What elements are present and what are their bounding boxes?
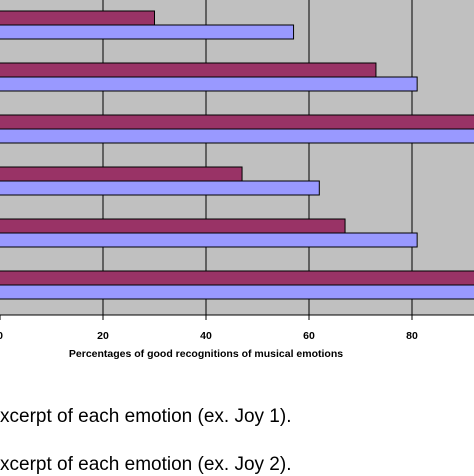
bar-series-2-group-2 — [0, 76, 418, 92]
bar-series-1-group-5 — [0, 218, 346, 234]
x-ticks — [0, 315, 413, 320]
bar-series-2-group-3 — [0, 128, 474, 144]
x-tick-label: 0 — [0, 330, 3, 342]
gridlines — [102, 0, 413, 315]
x-tick-labels: 020406080100 — [0, 330, 418, 342]
bar-series-2-group-1 — [0, 24, 295, 40]
bar-series-1-group-2 — [0, 62, 377, 78]
bar-series-1-group-4 — [0, 166, 243, 182]
bar-series-2-group-5 — [0, 232, 418, 248]
legend-item-2: xcerpt of each emotion (ex. Joy 2). — [0, 454, 292, 475]
legend-item-1: xcerpt of each emotion (ex. Joy 1). — [0, 406, 292, 427]
bar-series-1-group-1 — [0, 10, 155, 26]
x-tick-label: 20 — [97, 330, 109, 342]
x-tick-label: 40 — [200, 330, 212, 342]
bar-series-1-group-6 — [0, 270, 474, 286]
bar-series-1-group-3 — [0, 114, 474, 130]
x-tick-label: 60 — [303, 330, 315, 342]
x-tick-label: 80 — [406, 330, 418, 342]
plot-area — [0, 0, 474, 315]
bar-series-2-group-6 — [0, 284, 474, 300]
bars — [0, 10, 474, 300]
x-axis-label: Percentages of good recognitions of musi… — [69, 348, 343, 360]
bar-series-2-group-4 — [0, 180, 320, 196]
